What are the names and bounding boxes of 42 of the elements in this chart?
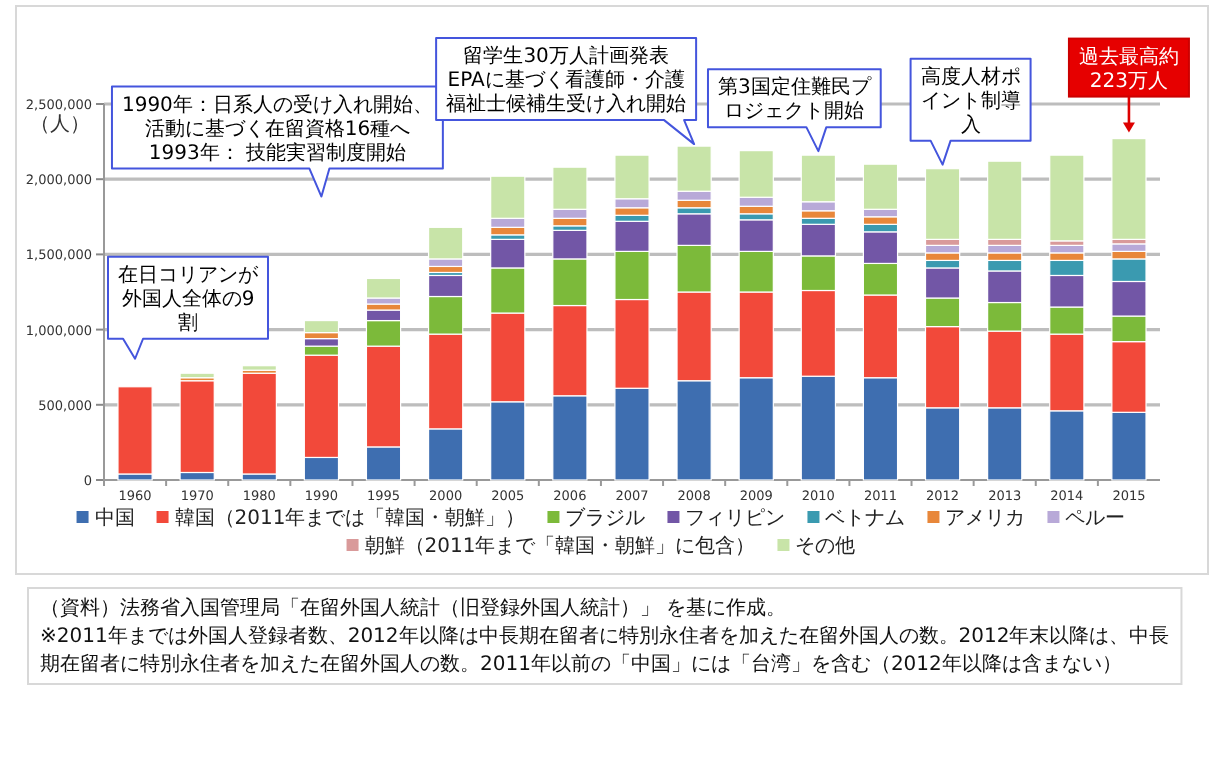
y-axis-title: （人） — [30, 114, 90, 136]
bar — [117, 386, 153, 475]
callout: 高度人材ポイント制導入 — [909, 57, 1032, 166]
legend-label: フィリピン — [685, 508, 786, 530]
annotation: EPAに基づく看護師・介護福祉士候補生受け入れ開始 — [446, 68, 687, 117]
bar — [924, 168, 961, 240]
bar — [241, 372, 277, 475]
legend-label: ベトナム — [825, 508, 906, 530]
bar — [987, 244, 1023, 254]
bar — [614, 154, 650, 200]
bar — [862, 216, 899, 225]
bar — [1049, 154, 1085, 242]
callout: 過去最高約223万人 — [1067, 37, 1190, 133]
callout: 1990年：日系人の受け入れ開始、活動に基づく在留資格16種へ 1993年： 技能実習制度開始 — [110, 85, 444, 198]
bar — [800, 154, 837, 203]
annotation: 1990年：日系人の受け入れ開始、活動に基づく在留資格16種へ — [121, 92, 433, 141]
bar — [303, 319, 340, 334]
annotation: 第3国定住難民プロジェクト開始 — [717, 75, 873, 124]
callout: 留学生30万人計画発表 EPAに基づく看護師・介護福祉士候補生受け入れ開始 — [435, 37, 698, 146]
annotation: 1993年： 技能実習制度開始 — [148, 140, 407, 165]
bar — [427, 226, 464, 260]
bar — [1049, 244, 1085, 254]
legend-label: ブラジル — [565, 506, 646, 530]
bar — [987, 160, 1023, 240]
legend-label: その他 — [795, 534, 856, 558]
bar — [1111, 137, 1147, 240]
legend-label: 朝鮮（2011年まで「韓国・朝鮮」に包含） — [364, 534, 756, 558]
bar — [365, 277, 402, 299]
bar — [862, 163, 899, 210]
bar — [924, 244, 961, 254]
legend-label: 中国 — [94, 506, 135, 530]
annotation: 高度人材ポイント制導入 — [920, 64, 1021, 137]
bar — [800, 210, 837, 219]
callout: 在日コリアンが外国人全体の9割 — [107, 255, 269, 360]
legend-label: 韓国（2011年までは「韓国・朝鮮」） — [174, 506, 526, 530]
callout: 第3国定住難民プロジェクト開始 — [707, 68, 882, 153]
annotation: 在日コリアンが外国人全体の9割 — [118, 262, 260, 335]
bar — [614, 207, 650, 216]
bar — [179, 380, 215, 474]
note: （資料）法務省入国管理局「在留外国人統計（旧登録外国人統計）」 を基に作成。 ※2011年までは外国人登録者数、2012年以降は中長期在留者に特別永住者を加えた在留外国人の数。2012年末以降は、中長期在留者に特別永住者を加えた在留外国人の数。2011年以前の「中国」には「台湾」を含む（2012年以降は含まない） — [27, 587, 1183, 685]
legend-label: アメリカ — [945, 508, 1026, 530]
legend-label: ペルー — [1065, 508, 1126, 530]
